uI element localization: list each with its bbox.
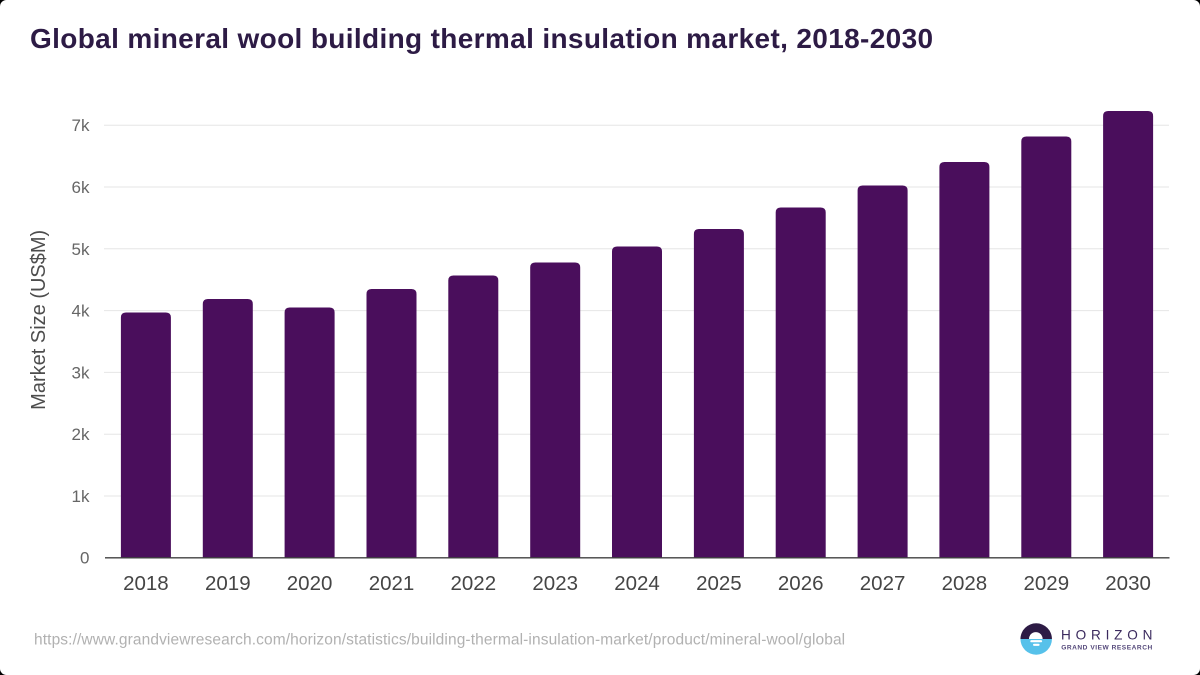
svg-text:2k: 2k (72, 425, 90, 444)
svg-text:1k: 1k (72, 487, 90, 506)
svg-text:https://www.grandviewresearch.: https://www.grandviewresearch.com/horizo… (34, 632, 845, 649)
svg-text:Global mineral wool building t: Global mineral wool building thermal ins… (30, 23, 933, 54)
svg-text:5k: 5k (72, 240, 90, 259)
svg-text:2027: 2027 (860, 572, 906, 595)
svg-text:2021: 2021 (369, 572, 415, 595)
svg-text:HORIZON: HORIZON (1061, 628, 1157, 643)
svg-text:2029: 2029 (1023, 572, 1069, 595)
svg-text:0: 0 (80, 548, 89, 567)
svg-text:3k: 3k (72, 363, 90, 382)
svg-text:Market Size (US$M): Market Size (US$M) (28, 230, 50, 410)
svg-text:2022: 2022 (450, 572, 496, 595)
svg-text:6k: 6k (72, 178, 90, 197)
svg-text:7k: 7k (72, 116, 90, 135)
svg-text:2024: 2024 (614, 572, 660, 595)
svg-text:2028: 2028 (942, 572, 988, 595)
svg-text:GRAND VIEW RESEARCH: GRAND VIEW RESEARCH (1061, 645, 1153, 652)
svg-text:2026: 2026 (778, 572, 824, 595)
svg-text:2025: 2025 (696, 572, 742, 595)
svg-text:2018: 2018 (123, 572, 169, 595)
svg-text:2020: 2020 (287, 572, 333, 595)
svg-text:2019: 2019 (205, 572, 251, 595)
svg-text:2023: 2023 (532, 572, 578, 595)
svg-text:2030: 2030 (1105, 572, 1151, 595)
svg-text:4k: 4k (72, 302, 90, 321)
